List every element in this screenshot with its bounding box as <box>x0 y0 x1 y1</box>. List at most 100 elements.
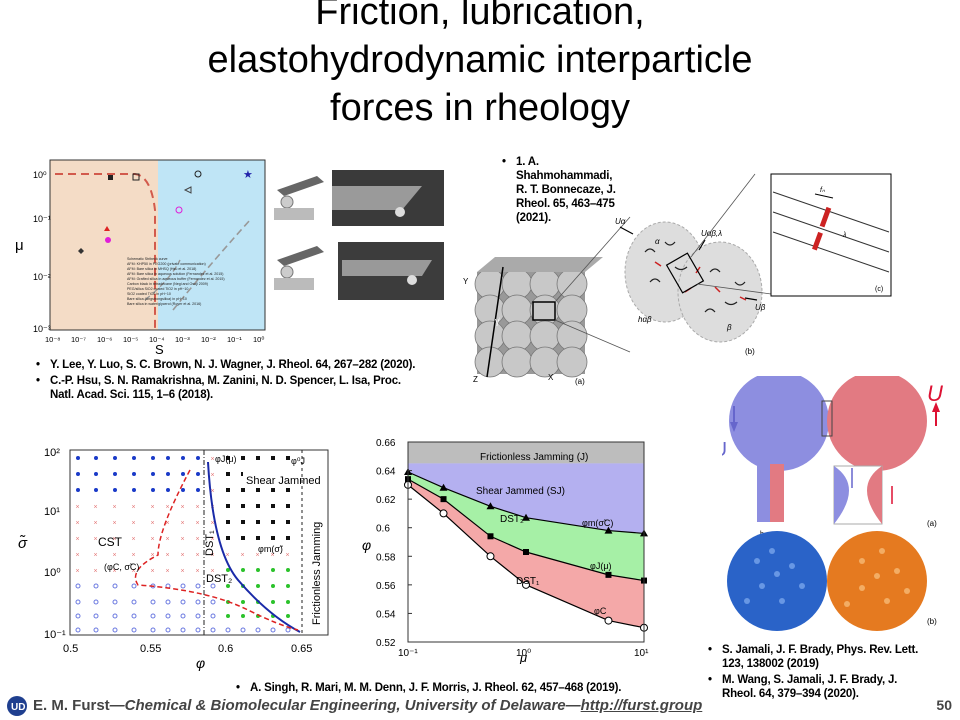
shahmohammadi-figure: Y X Z γ̇ (a) Uα Uαβ,λ Uβ hαβ α β (b) fₙ <box>463 173 892 386</box>
region-label-dst1: DST₁ <box>516 576 540 587</box>
svg-text:α: α <box>655 237 660 246</box>
label-phi-c: (φC, σ̃C) <box>104 562 139 572</box>
slide-number: 50 <box>936 697 952 713</box>
phase-point <box>210 613 216 619</box>
phase-point <box>256 520 260 524</box>
svg-text:10⁻⁸: 10⁻⁸ <box>45 335 60 344</box>
phase-point <box>226 520 230 524</box>
phase-point <box>256 456 260 460</box>
label-u: U <box>927 381 943 406</box>
svg-text:Schematic Stribeck curve: Schematic Stribeck curve <box>127 257 168 261</box>
svg-text:fₙ: fₙ <box>820 187 825 194</box>
svg-text:Uα: Uα <box>615 217 626 226</box>
series-2-point-4 <box>604 616 613 625</box>
phase-point <box>271 536 275 540</box>
panel-a-label: (a) <box>575 377 585 386</box>
phase-point: × <box>166 520 170 527</box>
svg-text:AFM: KHP50 in PEG200 (private: AFM: KHP50 in PEG200 (private communicat… <box>127 262 206 266</box>
phase-point <box>196 472 200 476</box>
marker-square <box>108 175 113 180</box>
series-2-point-2 <box>486 552 495 561</box>
footer-url-link[interactable]: http://furst.group <box>580 697 703 714</box>
phase-point <box>286 504 290 508</box>
phase-point <box>93 627 99 633</box>
phase-point <box>113 472 117 476</box>
svg-text:10⁰: 10⁰ <box>253 335 264 344</box>
phase-point: × <box>181 536 185 543</box>
svg-text:AFM: Bare silica in aqueous so: AFM: Bare silica in aqueous solution (Fe… <box>127 272 223 276</box>
ytick-label-3: 0.58 <box>376 552 396 563</box>
phase-point: × <box>94 504 98 511</box>
phase-point: × <box>181 520 185 527</box>
phase-point <box>165 627 171 633</box>
phase-point <box>112 599 118 605</box>
phase-point <box>286 520 290 524</box>
phase-point <box>131 613 137 619</box>
phase-point <box>226 536 230 540</box>
y-axis-label: μ <box>15 237 24 254</box>
shear-rate-label: γ̇ <box>495 316 501 326</box>
phase-xticks: 0.5 0.55 0.6 0.65 <box>63 643 312 655</box>
phase-point <box>196 488 200 492</box>
phase-point <box>93 583 99 589</box>
phi-vs-mu-chart: 0.52 0.54 0.56 0.58 0.6 0.62 0.64 0.66 10⁻¹ 10⁰ 10… <box>362 438 649 664</box>
svg-text:10⁻¹: 10⁻¹ <box>227 335 242 344</box>
sphere-packing <box>474 257 603 378</box>
svg-text:10⁻³: 10⁻³ <box>175 335 190 344</box>
phase-point <box>241 488 245 492</box>
phase-point: × <box>196 536 200 543</box>
phase-point <box>196 456 200 460</box>
series-0-point-2 <box>486 502 495 510</box>
refs-bottom-right: • S. Jamali, J. F. Brady, Phys. Rev. Lett… <box>708 643 926 703</box>
ytick-label-0: 0.52 <box>376 638 396 649</box>
label-dst2: DST₂ <box>206 573 232 585</box>
svg-text:0.5: 0.5 <box>63 643 78 655</box>
phase-point: × <box>113 536 117 543</box>
phase-point <box>226 568 230 572</box>
plot-background-hydro <box>158 160 265 330</box>
marker-open-circle <box>194 170 202 178</box>
phase-point <box>286 536 290 540</box>
svg-text:SiO2 coated TiO2 in pH~10: SiO2 coated TiO2 in pH~10 <box>127 292 171 296</box>
phase-point: × <box>151 504 155 511</box>
phase-point <box>256 504 260 508</box>
refs-left: • Y. Lee, Y. Luo, S. C. Brown, N. J. Wagn… <box>36 358 418 404</box>
ytick-label-7: 0.66 <box>376 438 396 449</box>
phase-point: × <box>94 568 98 575</box>
phase-point: × <box>76 568 80 575</box>
phase-point: × <box>76 536 80 543</box>
phase-point <box>226 456 230 460</box>
phase-point <box>286 584 290 588</box>
phase-point <box>286 488 290 492</box>
footer-author: E. M. Furst <box>33 697 110 714</box>
phase-point <box>180 613 186 619</box>
slide-footer: UD E. M. Furst—Chemical & Biomolecular E… <box>0 692 960 720</box>
svg-text:AFM: Grafted silica in aqueous: AFM: Grafted silica in aqueous buffer (F… <box>127 277 225 281</box>
ref-shahmohammadi: • 1. A. Shahmohammadi, R. T. Bonnecaze, J… <box>502 156 616 224</box>
phase-point <box>180 583 186 589</box>
svg-text:Carbon black in tetradecane (N: Carbon black in tetradecane (Negi and Os… <box>127 282 208 286</box>
marker-open-magenta <box>175 206 183 214</box>
phase-point <box>195 599 201 605</box>
phase-point <box>131 599 137 605</box>
ytick-label-2: 0.56 <box>376 581 396 592</box>
footer-affiliation: Chemical & Biomolecular Engineering, Uni… <box>124 697 566 714</box>
series-0-point-3 <box>522 513 530 521</box>
gap-detail: h (a) <box>757 464 937 538</box>
phase-yticks: 10² 10¹ 10⁰ 10⁻¹ <box>44 447 66 641</box>
chart-y-label: φ <box>362 537 371 553</box>
phase-point <box>112 627 118 633</box>
phase-point <box>181 488 185 492</box>
plot-background-boundary <box>50 160 158 330</box>
afm-micrographs <box>272 168 444 300</box>
phase-point <box>93 613 99 619</box>
phase-point: × <box>76 552 80 559</box>
phase-point <box>76 472 80 476</box>
phase-point <box>195 627 201 633</box>
phase-point: × <box>286 552 290 559</box>
mu-vs-s-figure: 10⁰ 10⁻¹ 10⁻² 10⁻³ μ 10⁻⁸ 10⁻⁷ 10⁻⁶ 10⁻⁵… <box>15 159 266 355</box>
phase-y-label: σ̃ <box>18 535 28 552</box>
phase-point: × <box>151 568 155 575</box>
phase-point <box>271 504 275 508</box>
slide-title: Friction, lubrication, elastohydrodynami… <box>0 0 960 132</box>
